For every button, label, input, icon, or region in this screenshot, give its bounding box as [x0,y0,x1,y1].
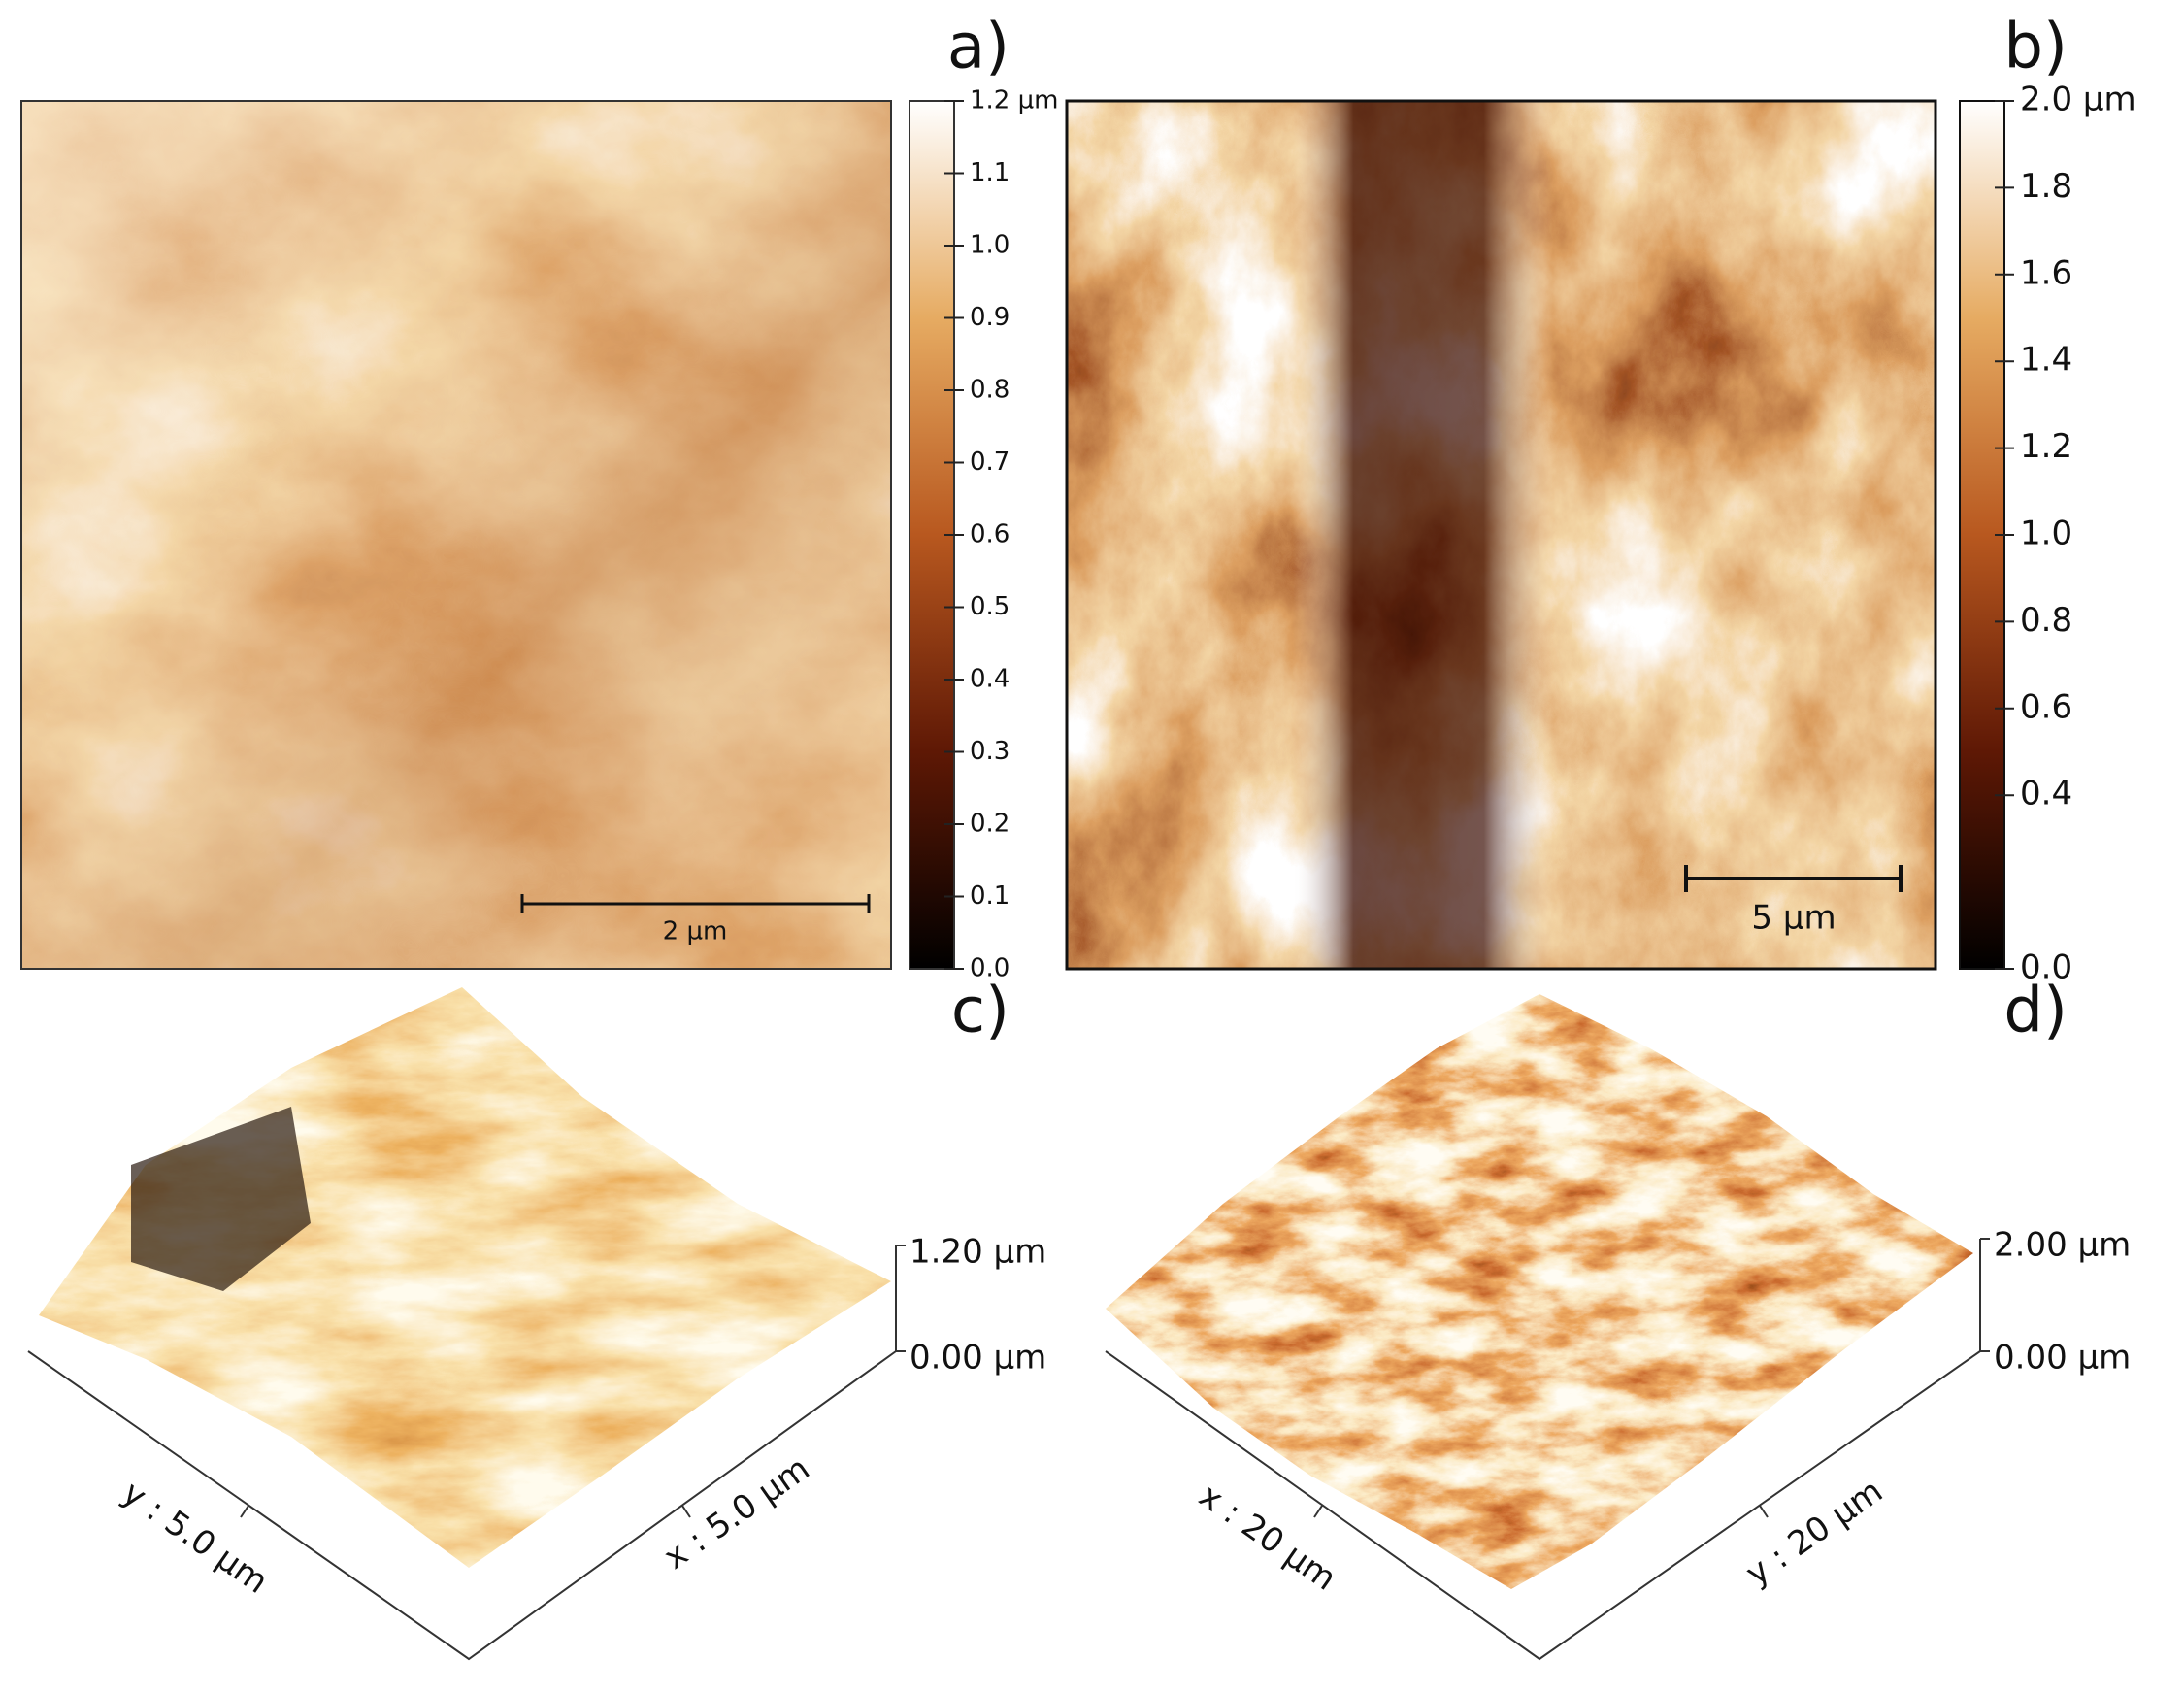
panel-b: 5 µm b) 2.0 µm 1.8 1.6 1.4 1.2 1.0 0.8 0.6 0.4 0.… [1065,12,2136,987]
colorbar-tick-label: 0.8 [2020,601,2072,640]
colorbar-tick-label: 0.4 [970,665,1009,694]
panel-label: c) [951,976,1009,1047]
panel-c: c) y : 5.0 µm x : 5.0 µm 1.20 µm 0.00 µm [27,976,1046,1661]
scale-bar-label: 2 µm [663,917,728,946]
x-axis-label: x : 5.0 µm [657,1449,817,1577]
x-axis-label: x : 20 µm [1192,1477,1343,1599]
surface-shadow [131,1107,311,1291]
scale-bar: 2 µm [520,894,871,946]
z-axis-tick-label: 0.00 µm [1994,1339,2131,1378]
colorbar-tick-label: 0.6 [2020,687,2072,726]
colorbar-tick-label: 2.0 µm [2020,81,2136,119]
axis-tick [681,1505,691,1518]
colorbar-tick-label: 0.3 [970,737,1009,766]
colorbar-tick-label: 0.0 [2020,948,2072,987]
surface-3d [1106,994,1973,1589]
height-map-shading [1067,101,1936,969]
colorbar-tick-label: 1.8 [2020,167,2072,206]
z-axis-tick-label: 2.00 µm [1994,1226,2131,1265]
colorbar-tick-label: 0.0 [970,954,1009,983]
axis-tick [1759,1505,1769,1518]
colorbar-tick-label: 0.7 [970,448,1009,477]
scale-bar-label: 5 µm [1751,899,1836,938]
colorbar-tick-label: 1.2 [2020,427,2072,466]
height-map-shading [21,101,891,969]
colorbar-tick-label: 0.5 [970,592,1009,621]
image-frame [20,100,892,970]
axis-tick [1313,1505,1323,1518]
colorbar-tick-label: 1.6 [2020,253,2072,292]
y-axis-label: y : 20 µm [1738,1472,1890,1594]
image-frame [1065,99,1937,971]
z-axis-tick-label: 0.00 µm [910,1339,1046,1378]
z-axis: 1.20 µm 0.00 µm [895,1233,1046,1378]
z-axis: 2.00 µm 0.00 µm [1979,1226,2131,1378]
y-axis-label: y : 5.0 µm [116,1474,276,1602]
z-axis-tick-label: 1.20 µm [910,1233,1046,1272]
panel-a: 2 µm a) 1.2 µm 1.1 1.0 0.9 0.8 0.7 0.6 0.5 0.4 0.… [20,12,1058,983]
scale-bar: 5 µm [1684,865,1903,938]
panel-label: b) [2003,12,2068,83]
axis-tick [240,1505,249,1518]
colorbar-tick-label: 0.8 [970,376,1009,405]
colorbar-tick-label: 1.0 [970,231,1009,260]
colorbar-tick-label: 1.1 [970,158,1009,187]
base-axes [27,1350,897,1661]
colorbar-tick-label: 1.4 [2020,341,2072,380]
colorbar-tick-label: 1.0 [2020,515,2072,553]
colorbar-tick-label: 1.2 µm [970,86,1058,116]
base-axes [1105,1350,1981,1661]
panel-label: a) [947,12,1009,83]
colorbar-tick-label: 0.9 [970,303,1009,332]
colorbar-tick-label: 0.1 [970,881,1009,911]
colorbar-tick-label: 0.6 [970,520,1009,549]
colorbar-tick-label: 0.2 [970,810,1009,839]
panel-label: d) [2003,976,2068,1047]
panel-d: d) x : 20 µm y : 20 µm 2.00 µm 0.00 µm [1105,976,2131,1661]
colorbar-tick-label: 0.4 [2020,775,2072,813]
